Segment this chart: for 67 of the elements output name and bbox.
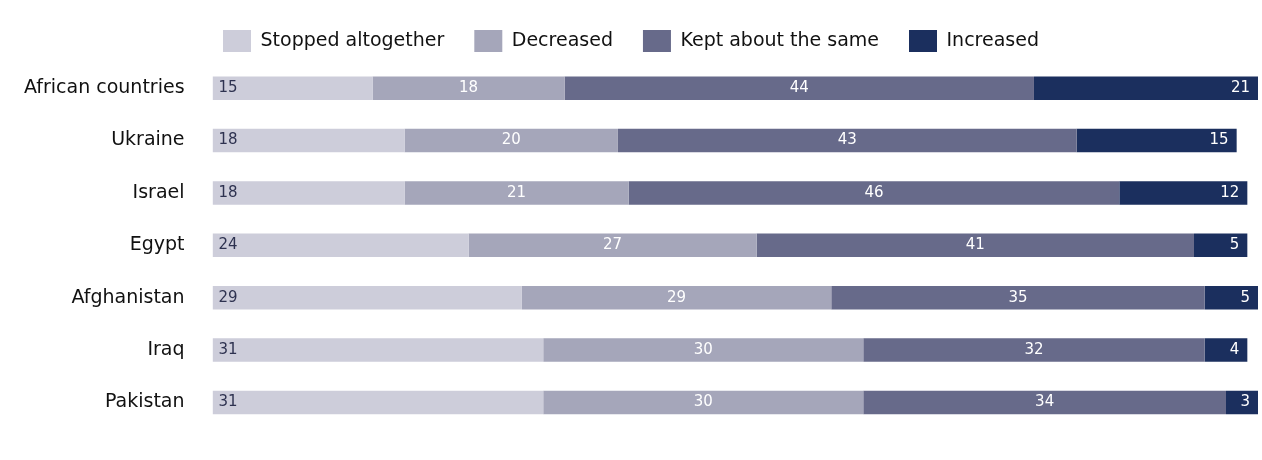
bar bbox=[564, 76, 1034, 100]
data-label: 5 bbox=[1240, 287, 1250, 306]
data-label: 31 bbox=[218, 339, 238, 358]
bar bbox=[212, 390, 544, 415]
bar bbox=[1033, 76, 1258, 100]
bar bbox=[863, 390, 1226, 415]
data-label: 12 bbox=[1220, 182, 1240, 201]
y-tick-label: Iraq bbox=[147, 336, 185, 359]
data-label: 44 bbox=[789, 78, 809, 97]
bar bbox=[831, 285, 1205, 310]
bar bbox=[212, 338, 544, 362]
data-label: 20 bbox=[501, 130, 521, 149]
bar bbox=[1226, 390, 1258, 415]
data-label: 5 bbox=[1229, 235, 1240, 254]
bar bbox=[212, 128, 405, 153]
data-label: 21 bbox=[1230, 78, 1250, 97]
legend-label: Stopped altogether bbox=[260, 27, 445, 50]
data-label: 30 bbox=[693, 392, 713, 411]
bar bbox=[212, 285, 522, 310]
legend-label: Increased bbox=[946, 27, 1039, 50]
data-label: 29 bbox=[218, 287, 238, 306]
data-label: 34 bbox=[1035, 392, 1055, 411]
data-label: 18 bbox=[218, 130, 238, 149]
bar bbox=[212, 233, 469, 258]
bar bbox=[543, 390, 864, 415]
bar bbox=[543, 338, 864, 362]
data-label: 15 bbox=[1209, 130, 1229, 149]
bar bbox=[863, 338, 1205, 362]
data-label: 4 bbox=[1229, 339, 1240, 358]
bar bbox=[617, 128, 1077, 153]
bar bbox=[372, 76, 565, 100]
data-label: 15 bbox=[218, 78, 238, 97]
data-label: 31 bbox=[218, 392, 238, 411]
bar bbox=[404, 128, 618, 153]
bar bbox=[1119, 181, 1248, 205]
bar bbox=[628, 181, 1120, 205]
legend-label: Kept about the same bbox=[680, 27, 880, 50]
y-tick-label: Pakistan bbox=[104, 389, 185, 412]
bar bbox=[1076, 128, 1237, 153]
data-label: 18 bbox=[459, 78, 479, 97]
bar bbox=[1204, 285, 1258, 310]
data-label: 30 bbox=[693, 339, 713, 358]
data-label: 35 bbox=[1008, 287, 1028, 306]
data-label: 29 bbox=[667, 287, 687, 306]
bar bbox=[468, 233, 757, 258]
bar bbox=[756, 233, 1194, 258]
y-tick-label: Egypt bbox=[129, 232, 185, 255]
data-label: 43 bbox=[837, 130, 857, 149]
y-tick-label: Ukraine bbox=[111, 127, 185, 150]
data-label: 41 bbox=[965, 235, 985, 254]
data-label: 3 bbox=[1240, 392, 1250, 411]
data-label: 21 bbox=[507, 182, 527, 201]
legend-label: Decreased bbox=[511, 27, 613, 50]
data-label: 27 bbox=[603, 235, 623, 254]
data-label: 24 bbox=[218, 235, 238, 254]
bar bbox=[1204, 338, 1248, 362]
bar bbox=[212, 76, 373, 100]
bar bbox=[521, 285, 832, 310]
y-tick-label: Afghanistan bbox=[71, 284, 185, 307]
data-label: 32 bbox=[1024, 339, 1044, 358]
bar bbox=[1193, 233, 1248, 258]
bar bbox=[212, 181, 405, 205]
data-label: 46 bbox=[864, 182, 884, 201]
bar bbox=[404, 181, 629, 205]
data-label: 18 bbox=[218, 182, 238, 201]
y-tick-label: African countries bbox=[23, 75, 185, 98]
y-tick-label: Israel bbox=[132, 179, 185, 202]
